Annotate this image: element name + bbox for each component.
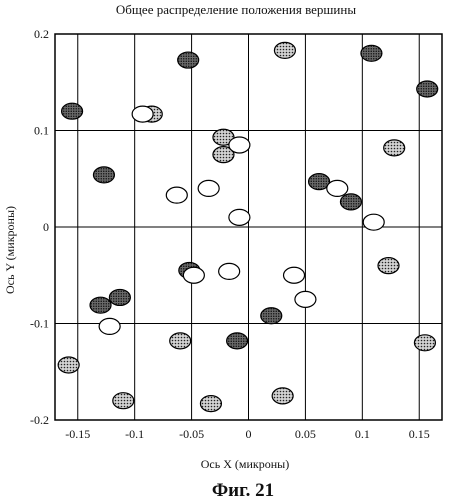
y-tick-label: 0.1 [34, 124, 49, 138]
dotted-light-point [383, 139, 406, 157]
x-tick-label: -0.05 [179, 427, 204, 441]
x-tick-label: 0.15 [409, 427, 430, 441]
y-tick-label: -0.1 [30, 317, 49, 331]
x-tick-label: 0 [246, 427, 252, 441]
hatched-dark-point [60, 102, 84, 120]
y-tick-label: 0 [43, 220, 49, 234]
open-point [98, 317, 121, 335]
dotted-light-point [212, 128, 235, 146]
y-axis-ticks: -0.2 -0.1 0 0.1 0.2 [30, 27, 49, 427]
hatched-dark-point [360, 44, 383, 62]
open-point [294, 290, 317, 308]
dotted-light-point [273, 41, 297, 60]
x-tick-label: 0.1 [355, 427, 370, 441]
open-point [228, 136, 251, 154]
x-tick-label: 0.05 [295, 427, 316, 441]
dotted-light-point [57, 356, 80, 374]
open-point [362, 213, 385, 231]
x-tick-label: -0.15 [65, 427, 90, 441]
x-tick-label: -0.1 [125, 427, 144, 441]
open-point [131, 105, 154, 123]
chart-title: Общее распределение положения вершины [116, 2, 356, 17]
data-points [57, 41, 439, 413]
dotted-light-point [271, 387, 294, 405]
hatched-dark-point [416, 80, 439, 98]
open-point [182, 266, 205, 284]
open-point [326, 179, 349, 197]
open-point [218, 262, 241, 280]
y-tick-label: -0.2 [30, 413, 49, 427]
grid-lines [55, 33, 442, 421]
hatched-dark-point [89, 296, 112, 314]
open-point [282, 266, 306, 284]
hatched-dark-point [92, 166, 116, 184]
hatched-dark-point [339, 193, 363, 211]
figure-label: Фиг. 21 [212, 480, 274, 500]
hatched-dark-point [177, 51, 200, 69]
dotted-light-point [377, 257, 400, 275]
hatched-dark-point [226, 332, 249, 350]
open-point [228, 208, 251, 226]
dotted-light-point [199, 394, 223, 413]
y-tick-label: 0.2 [34, 27, 49, 41]
open-point [165, 186, 188, 204]
hatched-dark-point [108, 288, 131, 307]
x-axis-label: Ось X (микроны) [201, 457, 289, 471]
hatched-dark-point [307, 173, 331, 191]
hatched-dark-point [260, 307, 283, 325]
dotted-light-point [413, 334, 437, 352]
plot-frame [54, 33, 443, 421]
dotted-light-point [169, 332, 192, 350]
x-axis-ticks: -0.15 -0.1 -0.05 0 0.05 0.1 0.15 [65, 427, 429, 441]
dotted-light-point [212, 146, 235, 164]
open-point [197, 179, 220, 197]
dotted-light-point [112, 392, 135, 410]
y-axis-label: Ось Y (микроны) [3, 206, 17, 294]
